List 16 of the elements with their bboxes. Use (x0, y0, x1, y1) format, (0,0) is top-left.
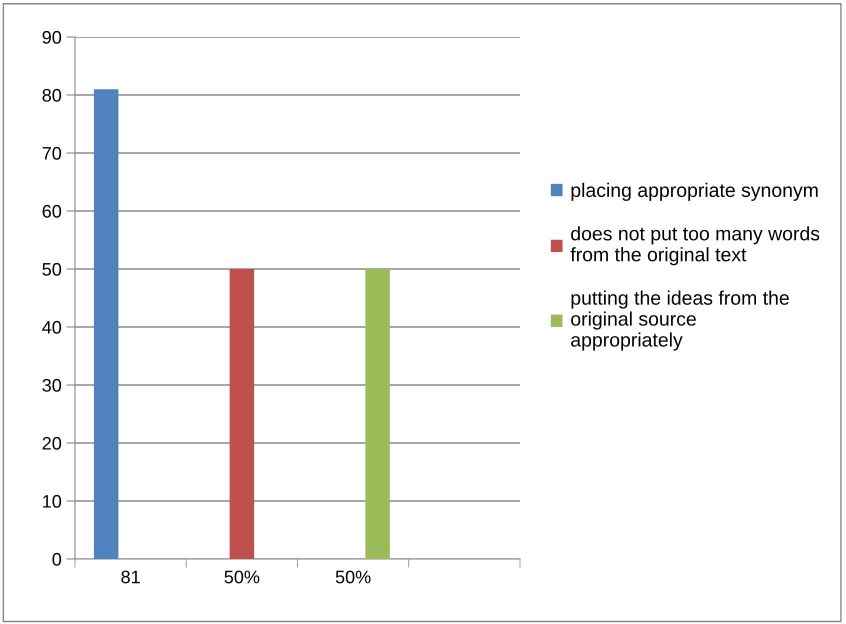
y-tick-label: 80 (42, 88, 62, 102)
x-tick-label: 81 (121, 570, 140, 584)
y-tick-label: 0 (52, 552, 62, 566)
y-tick-label: 60 (42, 204, 62, 218)
legend-label: does not put too many words from the original text (570, 226, 820, 266)
legend-label: placing appropriate synonym (572, 182, 818, 201)
x-tick-label: 50% (336, 570, 371, 584)
y-tick-label: 30 (42, 378, 62, 392)
y-tick-label: 70 (42, 146, 62, 160)
y-tick-label: 40 (42, 320, 62, 334)
y-tick-label: 10 (43, 494, 62, 508)
y-tick-label: 20 (42, 436, 62, 450)
y-tick-label: 90 (42, 30, 62, 44)
x-tick-label: 50% (224, 570, 260, 584)
legend-label: putting the ideas from the original source appropriately (571, 290, 789, 351)
y-tick-label: 50 (42, 262, 62, 276)
